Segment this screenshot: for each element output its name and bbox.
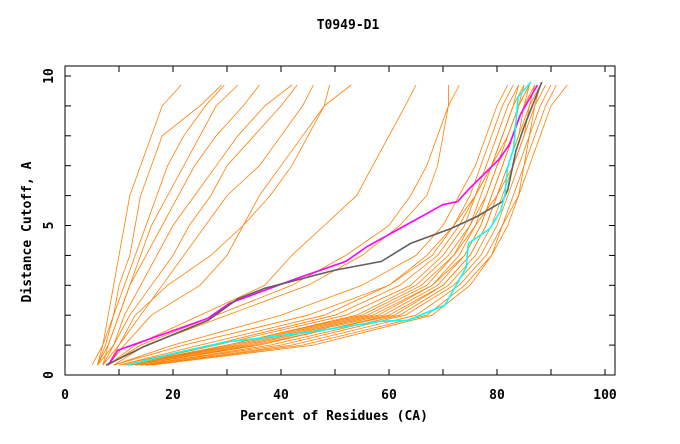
model-line-13 [107,84,460,366]
x-tick-labels: 0 20 40 60 80 100 [61,388,617,403]
series-group [91,81,568,366]
model-line-24 [145,84,568,366]
y-tick-label: 5 [42,222,57,230]
y-tick-label: 10 [42,68,57,84]
x-tick-label: 100 [593,388,617,403]
model-line-8 [102,84,314,366]
model-line-7 [97,84,298,366]
model-line-3 [91,84,225,366]
x-axis-label: Percent of Residues (CA) [240,409,428,424]
chart-title: T0949-D1 [317,18,380,33]
x-tick-label: 80 [489,388,505,403]
x-tick-label: 60 [381,388,397,403]
model-line-29 [113,84,519,366]
model-line-10 [107,84,352,366]
gray-line [105,81,543,366]
plot-frame [64,65,616,376]
model-line-16 [124,84,519,366]
model-line-9 [107,84,330,366]
model-line-11 [107,84,417,366]
model-line-31 [129,84,536,366]
magenta-line [107,84,539,366]
model-line-6 [102,84,293,366]
model-line-14 [113,84,509,366]
model-line-30 [151,84,541,366]
model-line-28 [135,84,530,366]
model-line-5 [97,84,260,366]
model-line-2 [97,84,222,366]
x-tick-label: 0 [61,388,69,403]
model-line-26 [124,84,536,366]
model-line-22 [140,84,552,366]
model-line-1 [97,84,182,366]
x-tick-label: 40 [273,388,289,403]
model-line-4 [102,84,239,366]
x-tick-label: 20 [165,388,181,403]
ticks-group [64,66,615,376]
cyan-line [127,81,532,366]
y-tick-labels: 0 5 10 [42,68,57,379]
model-line-12 [113,85,449,366]
y-tick-label: 0 [42,371,57,379]
y-axis-label: Distance Cutoff, A [20,161,35,302]
